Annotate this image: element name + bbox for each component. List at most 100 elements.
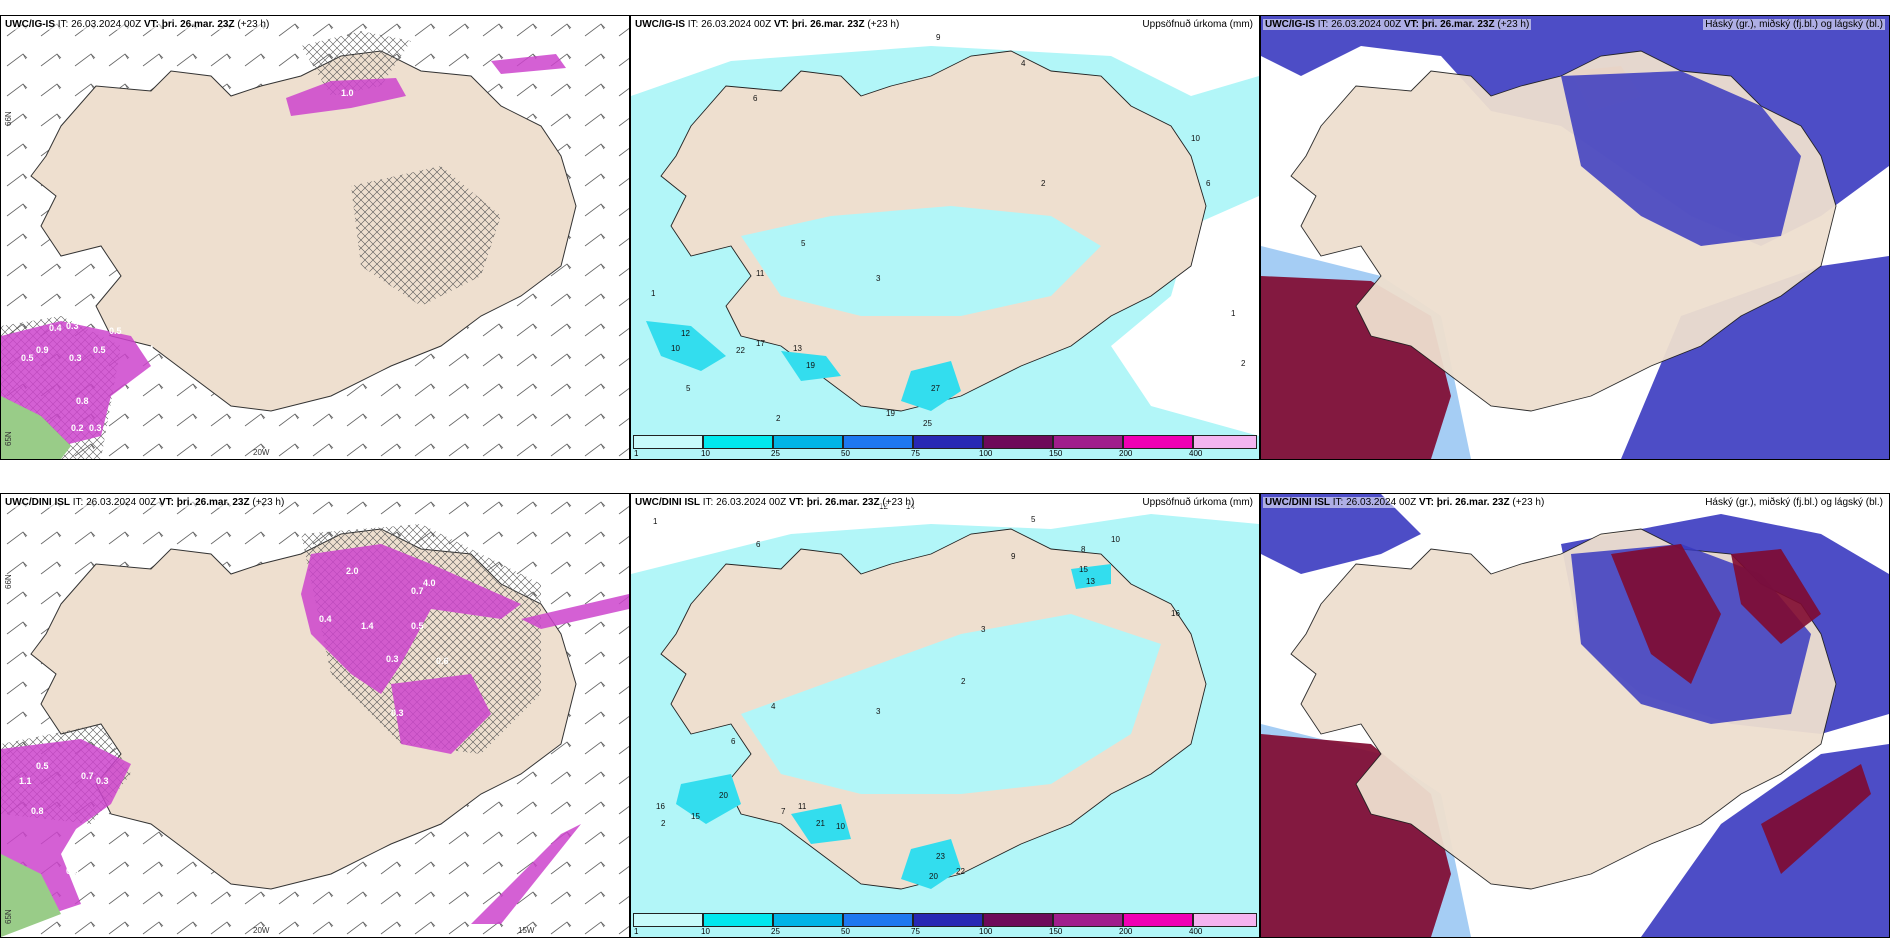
svg-text:2: 2 xyxy=(661,819,666,828)
svg-text:0.8: 0.8 xyxy=(31,806,44,816)
svg-text:10: 10 xyxy=(671,344,680,353)
panel-dini-clouds: UWC/DINI ISL IT: 26.03.2024 00Z VT: þri.… xyxy=(1260,493,1890,938)
panel-ig-precip: 9 4 6 5 11 12 10 22 17 19 13 2 25 19 27 … xyxy=(630,15,1260,460)
svg-text:22: 22 xyxy=(736,346,745,355)
svg-text:13: 13 xyxy=(1086,577,1095,586)
colorbar-tick: 1 xyxy=(634,927,639,936)
map-precip: 12 14 1 6 5 9 8 10 13 15 16 2 3 15 20 16… xyxy=(631,494,1259,937)
map-wind-snow: 0.5 2.0 1.4 0.7 0.5 0.6 0.3 0.8 0.5 0.3 … xyxy=(1,494,629,937)
precip-colorbar: 1 10 25 50 75 100 150 200 400 xyxy=(633,435,1257,458)
svg-text:2: 2 xyxy=(1041,179,1046,188)
snow-area-ne xyxy=(491,54,566,74)
colorbar-swatch xyxy=(703,435,773,449)
svg-text:6: 6 xyxy=(1206,179,1211,188)
snow-values: 0.5 2.0 1.4 0.7 0.5 0.6 0.3 0.8 0.5 0.3 … xyxy=(19,566,449,876)
colorbar-swatch xyxy=(843,435,913,449)
colorbar-tick: 200 xyxy=(1119,927,1133,936)
colorbar-tick: 25 xyxy=(771,927,780,936)
precip-mid-se xyxy=(901,361,961,411)
panel-header: UWC/DINI ISL IT: 26.03.2024 00Z VT: þri.… xyxy=(3,497,287,508)
colorbar-tick: 400 xyxy=(1189,449,1203,458)
colorbar-tick: 25 xyxy=(771,449,780,458)
svg-text:1.4: 1.4 xyxy=(361,621,374,631)
colorbar-swatch xyxy=(633,913,703,927)
panel-field-title: Háský (gr.), miðský (fj.bl.) og lágský (… xyxy=(1703,19,1885,30)
colorbar-tick: 150 xyxy=(1049,449,1063,458)
svg-text:2: 2 xyxy=(776,414,781,423)
svg-text:1: 1 xyxy=(1231,309,1236,318)
svg-text:0.4: 0.4 xyxy=(141,344,154,354)
lat-label: 65N xyxy=(4,909,13,924)
svg-text:16: 16 xyxy=(1171,609,1180,618)
colorbar-tick: 150 xyxy=(1049,927,1063,936)
colorbar-swatch xyxy=(633,435,703,449)
svg-text:16: 16 xyxy=(656,802,665,811)
cloud-mid-ne xyxy=(1611,544,1721,684)
precip-band-interior xyxy=(741,206,1101,316)
colorbar-tick: 75 xyxy=(911,449,920,458)
no-precip-area-east xyxy=(1111,196,1259,436)
precip-mid-ne xyxy=(1071,564,1111,589)
precip-mid-w xyxy=(676,774,741,824)
svg-text:2.0: 2.0 xyxy=(346,566,359,576)
svg-text:3: 3 xyxy=(876,707,881,716)
colorbar-swatch xyxy=(773,435,843,449)
snow-area-e xyxy=(391,674,491,754)
colorbar-swatch xyxy=(773,913,843,927)
colorbar-tick: 200 xyxy=(1119,449,1133,458)
svg-text:10: 10 xyxy=(1111,535,1120,544)
svg-text:6: 6 xyxy=(756,540,761,549)
colorbar-swatch xyxy=(983,913,1053,927)
colorbar-tick: 10 xyxy=(701,449,710,458)
svg-text:0.7: 0.7 xyxy=(81,771,94,781)
svg-text:8: 8 xyxy=(1081,545,1086,554)
colorbar-swatch xyxy=(703,913,773,927)
svg-text:0.3: 0.3 xyxy=(96,776,109,786)
svg-text:27: 27 xyxy=(931,384,940,393)
green-area xyxy=(1,854,61,937)
precip-mid-s xyxy=(791,804,851,844)
svg-text:0.3: 0.3 xyxy=(89,423,102,433)
svg-text:10: 10 xyxy=(1191,134,1200,143)
svg-text:5: 5 xyxy=(801,239,806,248)
snow-area-north xyxy=(286,78,406,116)
colorbar-swatch xyxy=(1123,913,1193,927)
precip-mid-se xyxy=(901,839,961,889)
svg-text:4: 4 xyxy=(771,702,776,711)
precip-colorbar: 1 10 25 50 75 100 150 200 400 xyxy=(633,913,1257,936)
svg-text:9: 9 xyxy=(936,33,941,42)
svg-text:12: 12 xyxy=(681,329,690,338)
svg-text:0.9: 0.9 xyxy=(36,345,49,355)
lat-label: 65N xyxy=(4,431,13,446)
svg-text:0.5: 0.5 xyxy=(109,326,122,336)
panel-header: UWC/DINI ISL IT: 26.03.2024 00Z VT: þri.… xyxy=(1263,497,1547,508)
cloud-mid-se xyxy=(1761,764,1871,874)
lat-label: 66N xyxy=(4,574,13,589)
svg-text:0.4: 0.4 xyxy=(319,614,332,624)
hatch-area-east xyxy=(351,166,501,306)
colorbar-tick: 50 xyxy=(841,927,850,936)
cloud-high-over-land xyxy=(1561,71,1801,246)
panel-field-title: Háský (gr.), miðský (fj.bl.) og lágský (… xyxy=(1703,497,1885,508)
svg-text:1.1: 1.1 xyxy=(19,776,32,786)
svg-text:0.3: 0.3 xyxy=(69,353,82,363)
svg-text:0.7: 0.7 xyxy=(411,586,424,596)
svg-text:20: 20 xyxy=(719,791,728,800)
panel-ig-wind-snow: 0.4 0.3 0.5 0.9 0.3 0.8 0.5 0.2 1.0 0.5 … xyxy=(0,15,630,460)
svg-text:0.8: 0.8 xyxy=(76,396,89,406)
panel-field-title: Uppsöfnuð úrkoma (mm) xyxy=(1140,19,1255,30)
colorbar-tick: 100 xyxy=(979,927,993,936)
svg-text:6: 6 xyxy=(731,737,736,746)
svg-text:2: 2 xyxy=(1241,359,1246,368)
svg-text:5: 5 xyxy=(1031,515,1036,524)
snow-streak-se xyxy=(471,824,581,924)
svg-text:0.3: 0.3 xyxy=(391,708,404,718)
colorbar-swatch xyxy=(983,435,1053,449)
snow-values: 0.4 0.3 0.5 0.9 0.3 0.8 0.5 0.2 1.0 0.5 … xyxy=(21,88,354,433)
panel-field-title: Uppsöfnuð úrkoma (mm) xyxy=(1140,497,1255,508)
colorbar-swatch xyxy=(843,913,913,927)
colorbar-tick: 400 xyxy=(1189,927,1203,936)
svg-text:13: 13 xyxy=(793,344,802,353)
panel-ig-clouds: UWC/IG-IS IT: 26.03.2024 00Z VT: þri. 26… xyxy=(1260,15,1890,460)
iceland-land xyxy=(30,50,577,412)
